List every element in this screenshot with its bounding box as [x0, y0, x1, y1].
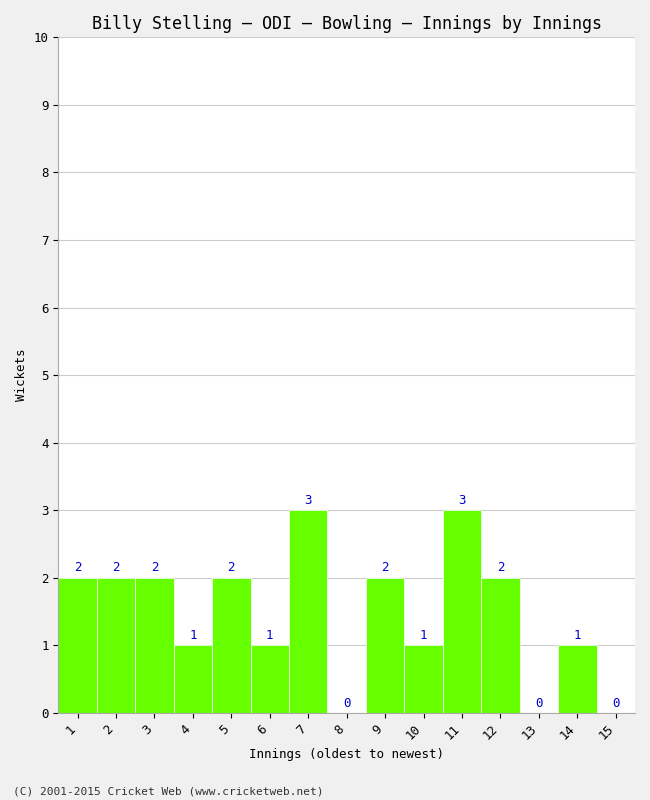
Text: 1: 1 — [189, 629, 196, 642]
Text: 2: 2 — [497, 562, 504, 574]
Bar — [366, 578, 404, 713]
Text: 3: 3 — [304, 494, 312, 507]
Bar — [404, 646, 443, 713]
Text: 2: 2 — [73, 562, 81, 574]
X-axis label: Innings (oldest to newest): Innings (oldest to newest) — [249, 748, 444, 761]
Text: 2: 2 — [112, 562, 120, 574]
Text: 2: 2 — [151, 562, 158, 574]
Text: 3: 3 — [458, 494, 466, 507]
Bar — [481, 578, 519, 713]
Text: 0: 0 — [343, 697, 350, 710]
Bar — [289, 510, 328, 713]
Text: (C) 2001-2015 Cricket Web (www.cricketweb.net): (C) 2001-2015 Cricket Web (www.cricketwe… — [13, 786, 324, 796]
Bar — [250, 646, 289, 713]
Bar — [174, 646, 212, 713]
Text: 1: 1 — [573, 629, 581, 642]
Bar — [212, 578, 250, 713]
Title: Billy Stelling – ODI – Bowling – Innings by Innings: Billy Stelling – ODI – Bowling – Innings… — [92, 15, 602, 33]
Bar — [58, 578, 97, 713]
Bar — [135, 578, 174, 713]
Bar — [97, 578, 135, 713]
Y-axis label: Wickets: Wickets — [15, 349, 28, 402]
Text: 0: 0 — [535, 697, 543, 710]
Bar — [443, 510, 481, 713]
Bar — [558, 646, 597, 713]
Text: 2: 2 — [227, 562, 235, 574]
Text: 2: 2 — [382, 562, 389, 574]
Text: 0: 0 — [612, 697, 619, 710]
Text: 1: 1 — [266, 629, 274, 642]
Text: 1: 1 — [420, 629, 427, 642]
